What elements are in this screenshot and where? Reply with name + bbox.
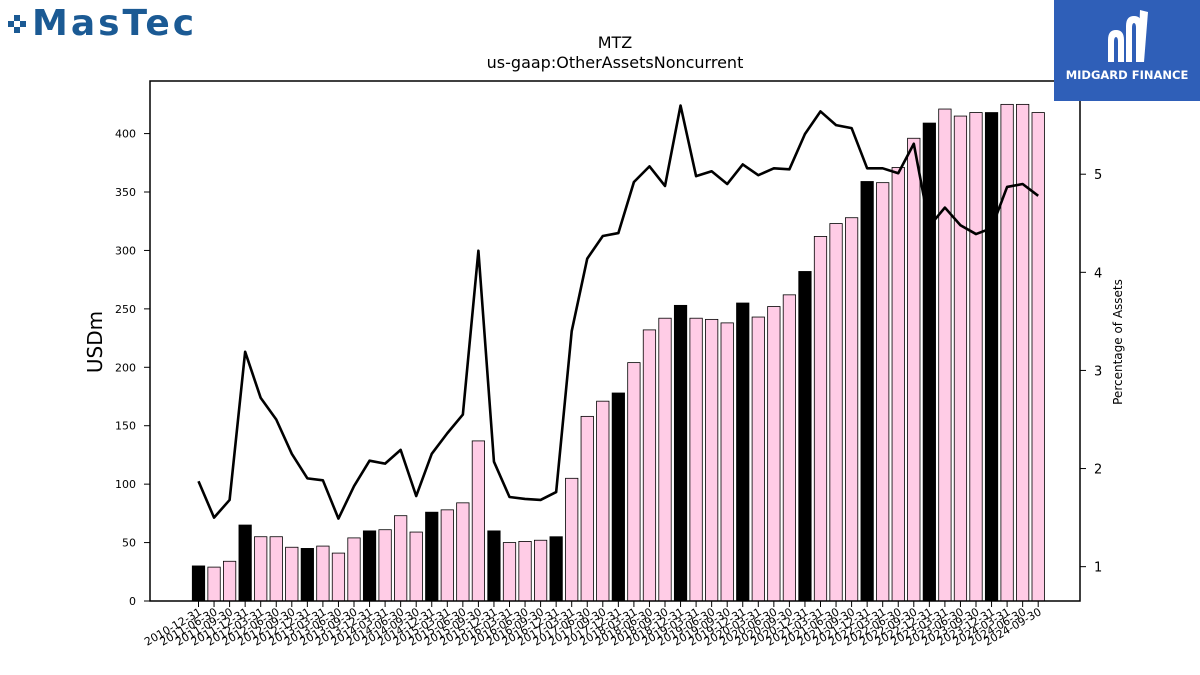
y2-tick-label: 2 — [1094, 463, 1102, 478]
y-tick-label: 150 — [115, 420, 136, 433]
y-tick-label: 300 — [115, 244, 136, 257]
bar — [316, 545, 330, 602]
bar — [487, 530, 501, 602]
bar — [456, 502, 470, 602]
bar — [580, 415, 594, 602]
bar — [269, 536, 283, 602]
y-tick-label: 400 — [115, 128, 136, 141]
percentage-line — [197, 104, 1039, 520]
bar — [425, 511, 439, 602]
y-tick-label: 0 — [129, 595, 136, 608]
bar — [347, 537, 361, 602]
bar — [518, 541, 532, 602]
bar — [860, 181, 874, 602]
chart-title: MTZ — [598, 33, 633, 52]
bar — [254, 536, 268, 602]
bar — [736, 302, 750, 602]
bar — [705, 318, 719, 602]
bar — [565, 477, 579, 602]
brand-logo: MasTec — [6, 4, 197, 44]
bar — [611, 392, 625, 602]
bar — [300, 548, 314, 602]
bar — [1016, 103, 1030, 602]
bar — [829, 223, 843, 602]
bar — [549, 536, 563, 602]
bar — [907, 137, 921, 602]
bar — [409, 531, 423, 602]
line-layer — [197, 104, 1039, 520]
bar — [673, 304, 688, 602]
y-tick-label: 200 — [115, 361, 136, 374]
bar — [689, 317, 703, 602]
bar — [782, 294, 797, 602]
bar — [502, 542, 517, 602]
bar — [642, 329, 657, 602]
plot-frame — [149, 80, 1081, 602]
bar — [751, 316, 765, 602]
bars-layer — [191, 103, 1045, 602]
publisher-name: MIDGARD FINANCE — [1065, 68, 1189, 82]
bar — [362, 530, 377, 602]
bar — [798, 271, 812, 602]
bar — [331, 552, 346, 602]
bar — [627, 362, 641, 602]
bar — [938, 108, 952, 602]
bar — [1031, 112, 1045, 602]
bar — [222, 560, 237, 602]
y-tick-label: 50 — [122, 537, 136, 550]
bar — [720, 322, 734, 602]
bar — [471, 440, 486, 602]
brand-name: MasTec — [32, 3, 198, 44]
bar — [596, 400, 610, 602]
bar — [285, 546, 299, 602]
bar — [984, 112, 999, 602]
bar — [207, 566, 221, 602]
bar — [1000, 103, 1014, 602]
bar — [378, 529, 392, 602]
midgard-emblem-icon — [1108, 10, 1148, 62]
bar — [953, 115, 968, 602]
chart-subtitle: us-gaap:OtherAssetsNoncurrent — [487, 53, 744, 72]
y-tick-label: 250 — [115, 303, 136, 316]
bar — [767, 306, 781, 602]
y2-axis-label: Percentage of Assets — [1111, 279, 1125, 405]
y-axis-label: USDm — [83, 311, 107, 373]
bar — [922, 122, 936, 602]
bar — [394, 515, 408, 602]
y2-tick-label: 1 — [1094, 561, 1102, 576]
bar — [891, 167, 905, 602]
bar — [191, 565, 206, 602]
bar — [845, 217, 859, 602]
brand-mark-icon — [8, 15, 26, 33]
y-tick-label: 100 — [115, 478, 136, 491]
bar — [813, 236, 828, 602]
axis-layer: 050100150200250300350400123452010-12-312… — [115, 128, 1102, 649]
bar — [440, 509, 454, 602]
publisher-logo: MIDGARD FINANCE — [1054, 0, 1200, 101]
y-tick-label: 350 — [115, 186, 136, 199]
y2-tick-label: 3 — [1094, 364, 1102, 379]
y2-tick-label: 4 — [1094, 266, 1102, 281]
bar — [969, 112, 983, 602]
bar — [876, 182, 890, 602]
bar — [658, 317, 672, 602]
bar — [238, 524, 252, 602]
y2-tick-label: 5 — [1094, 168, 1102, 183]
bar — [534, 539, 548, 602]
